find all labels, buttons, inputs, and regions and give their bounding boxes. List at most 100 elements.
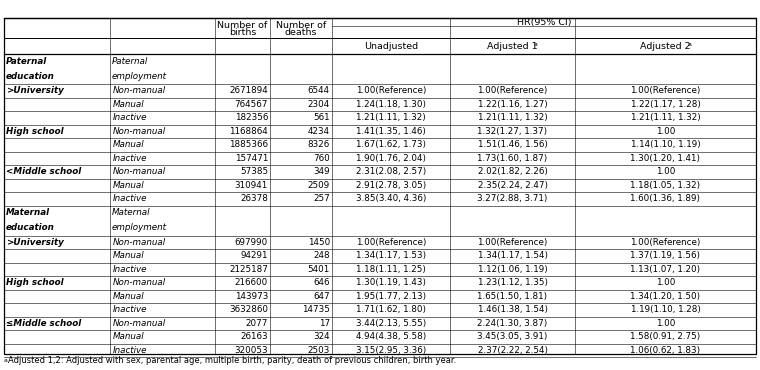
Text: >University: >University (6, 86, 64, 95)
Text: 2.35(2.24, 2.47): 2.35(2.24, 2.47) (477, 181, 547, 190)
Text: 2509: 2509 (308, 181, 330, 190)
Text: 1885366: 1885366 (229, 140, 268, 149)
Text: Manual: Manual (113, 292, 144, 301)
Text: Adjusted 1: Adjusted 1 (487, 41, 538, 50)
Text: 1.13(1.07, 1.20): 1.13(1.07, 1.20) (631, 265, 701, 274)
Text: 1.00: 1.00 (656, 167, 675, 176)
Text: 26163: 26163 (240, 332, 268, 341)
Text: HR(95% CI): HR(95% CI) (517, 17, 572, 27)
Text: 2125187: 2125187 (229, 265, 268, 274)
Text: Manual: Manual (113, 100, 144, 109)
Text: 94291: 94291 (240, 251, 268, 260)
Text: 1.22(1.16, 1.27): 1.22(1.16, 1.27) (477, 100, 547, 109)
Text: Manual: Manual (113, 140, 144, 149)
Text: 1.22(1.17, 1.28): 1.22(1.17, 1.28) (631, 100, 701, 109)
Text: 182356: 182356 (235, 113, 268, 122)
Text: 1.24(1.18, 1.30): 1.24(1.18, 1.30) (356, 100, 426, 109)
Text: 1.00(Reference): 1.00(Reference) (356, 86, 426, 95)
Text: 561: 561 (313, 113, 330, 122)
Text: 216600: 216600 (235, 278, 268, 287)
Text: 1.21(1.11, 1.32): 1.21(1.11, 1.32) (631, 113, 701, 122)
Text: Inactive: Inactive (113, 154, 147, 163)
Text: 1.00(Reference): 1.00(Reference) (630, 238, 701, 247)
Text: a: a (688, 41, 692, 47)
Text: 1.30(1.19, 1.43): 1.30(1.19, 1.43) (356, 278, 426, 287)
Text: 1.32(1.27, 1.37): 1.32(1.27, 1.37) (477, 127, 547, 136)
Text: 646: 646 (313, 278, 330, 287)
Text: ≤Middle school: ≤Middle school (6, 319, 81, 328)
Text: High school: High school (6, 127, 64, 136)
Text: 3.27(2.88, 3.71): 3.27(2.88, 3.71) (477, 194, 548, 203)
Text: employment: employment (112, 71, 167, 81)
Text: 1.41(1.35, 1.46): 1.41(1.35, 1.46) (356, 127, 426, 136)
Text: 17: 17 (319, 319, 330, 328)
Text: 2.31(2.08, 2.57): 2.31(2.08, 2.57) (356, 167, 426, 176)
Text: 4.94(4.38, 5.58): 4.94(4.38, 5.58) (356, 332, 426, 341)
Text: Manual: Manual (113, 181, 144, 190)
Text: 57385: 57385 (240, 167, 268, 176)
Text: 1.71(1.62, 1.80): 1.71(1.62, 1.80) (356, 305, 426, 314)
Text: 6544: 6544 (308, 86, 330, 95)
Text: 1.19(1.10, 1.28): 1.19(1.10, 1.28) (631, 305, 701, 314)
Text: 2671894: 2671894 (230, 86, 268, 95)
Text: 1.60(1.36, 1.89): 1.60(1.36, 1.89) (631, 194, 701, 203)
Text: 2304: 2304 (308, 100, 330, 109)
Text: Paternal: Paternal (6, 57, 47, 65)
Text: 1.14(1.10, 1.19): 1.14(1.10, 1.19) (631, 140, 701, 149)
Text: 1.90(1.76, 2.04): 1.90(1.76, 2.04) (356, 154, 426, 163)
Text: births: births (229, 27, 256, 37)
Text: 1.73(1.60, 1.87): 1.73(1.60, 1.87) (477, 154, 548, 163)
Text: 1.21(1.11, 1.32): 1.21(1.11, 1.32) (477, 113, 547, 122)
Text: High school: High school (6, 278, 64, 287)
Text: 1.00: 1.00 (656, 319, 675, 328)
Text: 1.00(Reference): 1.00(Reference) (477, 238, 548, 247)
Text: 1.67(1.62, 1.73): 1.67(1.62, 1.73) (356, 140, 426, 149)
Text: 647: 647 (313, 292, 330, 301)
Text: 1.00(Reference): 1.00(Reference) (630, 86, 701, 95)
Text: 1.37(1.19, 1.56): 1.37(1.19, 1.56) (631, 251, 701, 260)
Text: 143973: 143973 (235, 292, 268, 301)
Text: 1.12(1.06, 1.19): 1.12(1.06, 1.19) (477, 265, 547, 274)
Text: 26378: 26378 (240, 194, 268, 203)
Text: Adjusted 2: Adjusted 2 (640, 41, 691, 50)
Text: Maternal: Maternal (112, 208, 150, 217)
Text: 3.85(3.40, 4.36): 3.85(3.40, 4.36) (356, 194, 426, 203)
Text: 1.34(1.17, 1.53): 1.34(1.17, 1.53) (356, 251, 426, 260)
Text: >University: >University (6, 238, 64, 247)
Text: Number of: Number of (276, 20, 326, 30)
Text: Manual: Manual (113, 251, 144, 260)
Text: 1.18(1.05, 1.32): 1.18(1.05, 1.32) (631, 181, 701, 190)
Text: 3632860: 3632860 (229, 305, 268, 314)
Text: 764567: 764567 (235, 100, 268, 109)
Text: 3.44(2.13, 5.55): 3.44(2.13, 5.55) (356, 319, 426, 328)
Text: 157471: 157471 (235, 154, 268, 163)
Text: 4234: 4234 (308, 127, 330, 136)
Text: 2.91(2.78, 3.05): 2.91(2.78, 3.05) (356, 181, 426, 190)
Text: Non-manual: Non-manual (113, 167, 166, 176)
Text: 1450: 1450 (308, 238, 330, 247)
Text: 1168864: 1168864 (230, 127, 268, 136)
Text: 1.58(0.91, 2.75): 1.58(0.91, 2.75) (630, 332, 701, 341)
Text: 2.02(1.82, 2.26): 2.02(1.82, 2.26) (477, 167, 547, 176)
Text: 1.30(1.20, 1.41): 1.30(1.20, 1.41) (631, 154, 701, 163)
Text: 2503: 2503 (308, 346, 330, 355)
Text: 349: 349 (313, 167, 330, 176)
Text: Unadjusted: Unadjusted (364, 41, 418, 50)
Text: employment: employment (112, 223, 167, 232)
Text: Paternal: Paternal (112, 57, 148, 65)
Text: a: a (4, 358, 8, 363)
Text: 1.00: 1.00 (656, 278, 675, 287)
Text: 248: 248 (313, 251, 330, 260)
Text: 1.00(Reference): 1.00(Reference) (356, 238, 426, 247)
Text: Inactive: Inactive (113, 113, 147, 122)
Text: 5401: 5401 (308, 265, 330, 274)
Text: Non-manual: Non-manual (113, 238, 166, 247)
Text: 8326: 8326 (308, 140, 330, 149)
Text: 1.23(1.12, 1.35): 1.23(1.12, 1.35) (477, 278, 547, 287)
Text: 1.21(1.11, 1.32): 1.21(1.11, 1.32) (356, 113, 426, 122)
Text: deaths: deaths (285, 27, 317, 37)
Text: 697990: 697990 (235, 238, 268, 247)
Text: 1.65(1.50, 1.81): 1.65(1.50, 1.81) (477, 292, 547, 301)
Text: a: a (534, 41, 537, 47)
Text: 1.51(1.46, 1.56): 1.51(1.46, 1.56) (477, 140, 547, 149)
